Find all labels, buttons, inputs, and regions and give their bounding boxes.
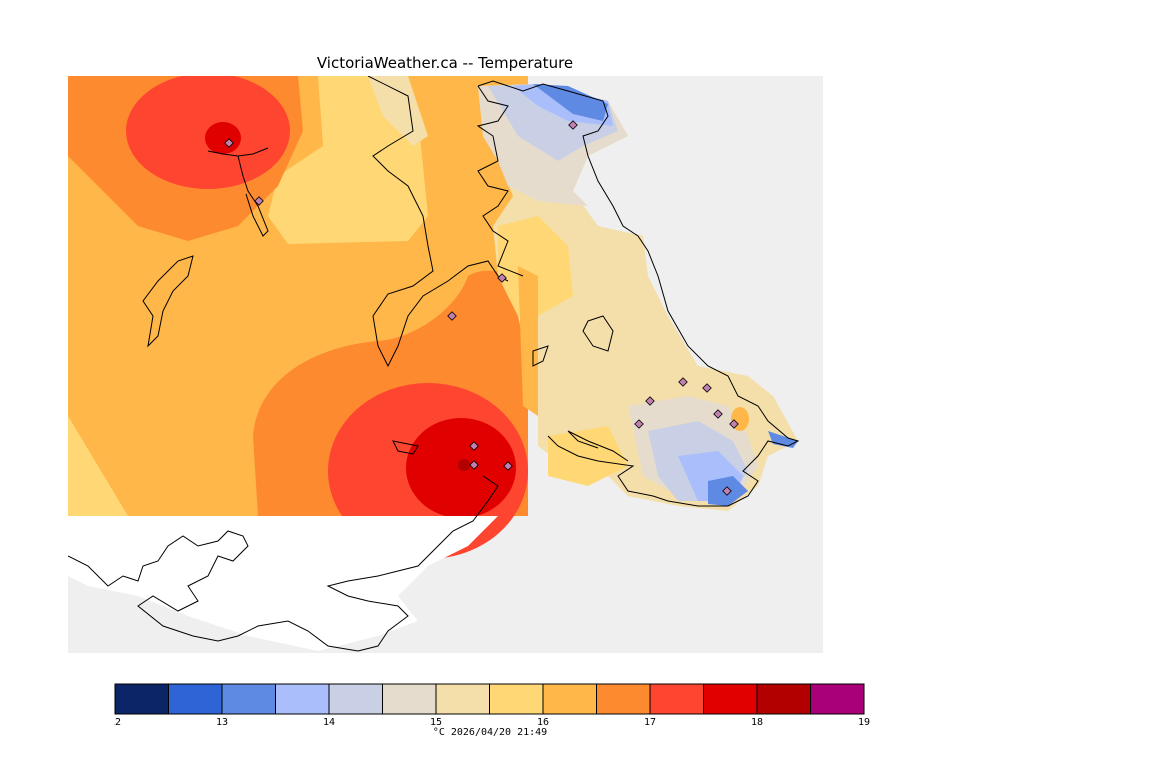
station-marker <box>497 273 507 283</box>
units-timestamp: °C 2026/04/20 21:49 <box>432 727 548 738</box>
legend-tick-label: 16 <box>537 717 549 728</box>
legend-bin <box>756 683 811 715</box>
legend-bin <box>114 683 169 715</box>
station-marker <box>713 409 723 419</box>
peninsula-field <box>478 84 798 511</box>
legend-tick-label: 13 <box>216 717 228 728</box>
legend-bin <box>810 683 865 715</box>
legend-bin <box>542 683 597 715</box>
station-markers <box>224 120 739 496</box>
station-marker <box>634 419 644 429</box>
legend-bin <box>489 683 544 715</box>
legend-bin <box>703 683 758 715</box>
station-marker <box>469 441 479 451</box>
legend-tick-label: 17 <box>644 717 656 728</box>
legend-ticks: 12 13 14 15 16 17 18 19 <box>114 717 870 728</box>
legend-bin <box>435 683 490 715</box>
legend-bin <box>221 683 276 715</box>
legend-tick-label: 19 <box>858 717 870 728</box>
legend-tick-label: 15 <box>430 717 442 728</box>
color-legend: 12 13 14 15 16 17 18 19 <box>114 683 870 728</box>
station-marker <box>447 311 457 321</box>
temperature-field <box>68 76 528 559</box>
temperature-map[interactable] <box>68 76 823 653</box>
legend-bin <box>649 683 704 715</box>
legend-tick-label: 14 <box>323 717 335 728</box>
legend-bin <box>168 683 223 715</box>
station-marker <box>645 396 655 406</box>
legend-bins <box>114 683 865 715</box>
coastlines <box>68 76 800 652</box>
legend-bin <box>328 683 383 715</box>
legend-bin <box>275 683 330 715</box>
legend-bin <box>382 683 437 715</box>
legend-tick-label: 18 <box>751 717 763 728</box>
station-marker <box>254 196 264 206</box>
legend-tick-label: 12 <box>114 717 121 728</box>
map-title: VictoriaWeather.ca -- Temperature <box>316 54 574 72</box>
station-marker <box>568 120 578 130</box>
station-marker <box>503 461 513 471</box>
station-marker <box>224 138 234 148</box>
legend-bin <box>596 683 651 715</box>
station-marker <box>678 377 688 387</box>
station-marker <box>722 486 732 496</box>
uncovered-land <box>68 516 498 651</box>
station-marker <box>702 383 712 393</box>
station-marker <box>469 460 479 470</box>
station-marker <box>729 419 739 429</box>
